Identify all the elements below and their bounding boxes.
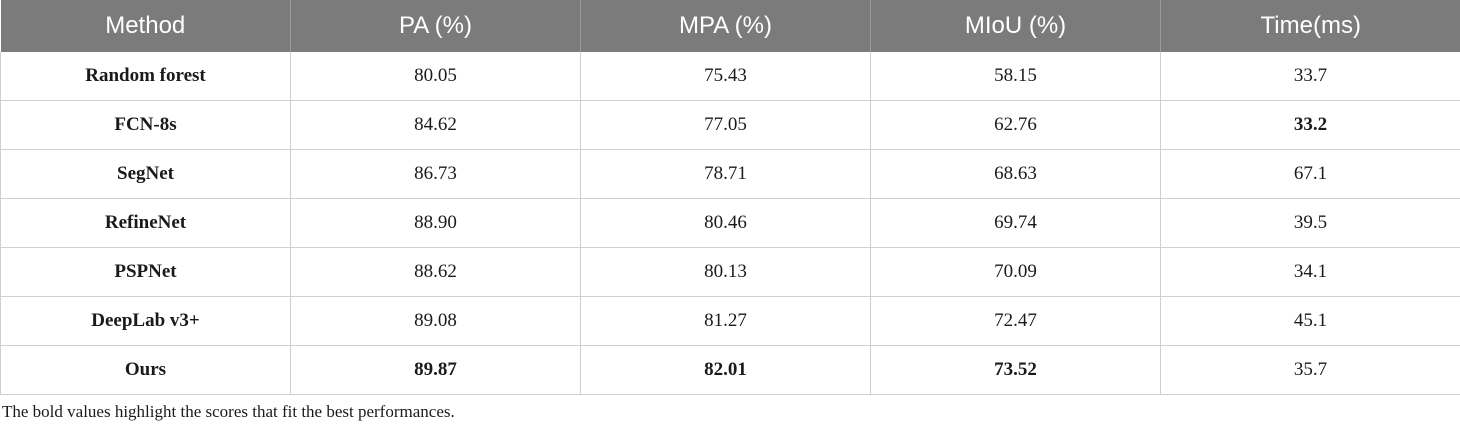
cell-mpa: 80.46 bbox=[580, 198, 871, 248]
cell-miou: 72.47 bbox=[870, 296, 1161, 346]
cell-miou: 73.52 bbox=[870, 345, 1161, 395]
cell-pa: 80.05 bbox=[290, 52, 581, 101]
cell-mpa: 77.05 bbox=[580, 100, 871, 150]
cell-pa: 88.90 bbox=[290, 198, 581, 248]
cell-miou: 68.63 bbox=[870, 149, 1161, 199]
cell-mpa: 78.71 bbox=[580, 149, 871, 199]
cell-pa: 89.08 bbox=[290, 296, 581, 346]
cell-time: 45.1 bbox=[1160, 296, 1460, 346]
header-pa: PA (%) bbox=[290, 0, 581, 52]
cell-miou: 62.76 bbox=[870, 100, 1161, 150]
table-body: Random forest 80.05 75.43 58.15 33.7 FCN… bbox=[0, 52, 1460, 395]
header-time: Time(ms) bbox=[1160, 0, 1460, 52]
results-table-container: Method PA (%) MPA (%) MIoU (%) Time(ms) … bbox=[0, 0, 1460, 395]
cell-mpa: 81.27 bbox=[580, 296, 871, 346]
cell-mpa: 75.43 bbox=[580, 52, 871, 101]
cell-time: 34.1 bbox=[1160, 247, 1460, 297]
cell-miou: 70.09 bbox=[870, 247, 1161, 297]
table-header: Method PA (%) MPA (%) MIoU (%) Time(ms) bbox=[0, 0, 1460, 52]
cell-pa: 88.62 bbox=[290, 247, 581, 297]
cell-time: 33.2 bbox=[1160, 100, 1460, 150]
table-row: DeepLab v3+ 89.08 81.27 72.47 45.1 bbox=[0, 296, 1460, 346]
cell-miou: 69.74 bbox=[870, 198, 1161, 248]
table-row: PSPNet 88.62 80.13 70.09 34.1 bbox=[0, 247, 1460, 297]
cell-pa: 89.87 bbox=[290, 345, 581, 395]
cell-method: RefineNet bbox=[0, 198, 291, 248]
cell-time: 39.5 bbox=[1160, 198, 1460, 248]
header-row: Method PA (%) MPA (%) MIoU (%) Time(ms) bbox=[0, 0, 1460, 52]
table-row: SegNet 86.73 78.71 68.63 67.1 bbox=[0, 149, 1460, 199]
header-method: Method bbox=[0, 0, 291, 52]
header-mpa: MPA (%) bbox=[580, 0, 871, 52]
table-row: FCN-8s 84.62 77.05 62.76 33.2 bbox=[0, 100, 1460, 150]
cell-pa: 84.62 bbox=[290, 100, 581, 150]
cell-method: PSPNet bbox=[0, 247, 291, 297]
cell-method: SegNet bbox=[0, 149, 291, 199]
cell-time: 35.7 bbox=[1160, 345, 1460, 395]
cell-miou: 58.15 bbox=[870, 52, 1161, 101]
cell-time: 33.7 bbox=[1160, 52, 1460, 101]
table-row: RefineNet 88.90 80.46 69.74 39.5 bbox=[0, 198, 1460, 248]
cell-method: Ours bbox=[0, 345, 291, 395]
cell-method: DeepLab v3+ bbox=[0, 296, 291, 346]
table-row: Ours 89.87 82.01 73.52 35.7 bbox=[0, 345, 1460, 395]
table-footnote: The bold values highlight the scores tha… bbox=[2, 402, 455, 421]
cell-method: FCN-8s bbox=[0, 100, 291, 150]
cell-mpa: 82.01 bbox=[580, 345, 871, 395]
cell-method: Random forest bbox=[0, 52, 291, 101]
cell-mpa: 80.13 bbox=[580, 247, 871, 297]
cell-time: 67.1 bbox=[1160, 149, 1460, 199]
table-row: Random forest 80.05 75.43 58.15 33.7 bbox=[0, 52, 1460, 101]
results-table: Method PA (%) MPA (%) MIoU (%) Time(ms) … bbox=[0, 0, 1460, 395]
header-miou: MIoU (%) bbox=[870, 0, 1161, 52]
cell-pa: 86.73 bbox=[290, 149, 581, 199]
